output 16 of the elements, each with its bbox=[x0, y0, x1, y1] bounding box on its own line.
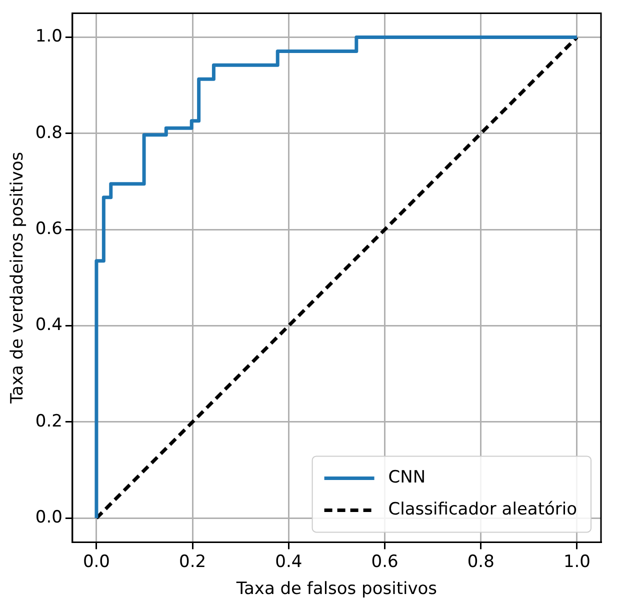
legend-label: Classificador aleatório bbox=[388, 500, 577, 520]
x-tick-label: 0.6 bbox=[371, 552, 398, 572]
y-tick-label: 1.0 bbox=[35, 26, 62, 47]
y-tick-label: 0.6 bbox=[35, 219, 62, 240]
y-axis-title: Taxa de verdadeiros positivos bbox=[8, 152, 28, 405]
x-tick-label: 0.2 bbox=[179, 552, 206, 572]
x-tick-label: 1.0 bbox=[563, 552, 590, 572]
x-axis-title: Taxa de falsos positivos bbox=[235, 579, 438, 600]
legend-label: CNN bbox=[388, 468, 426, 488]
y-tick-label: 0.4 bbox=[35, 315, 62, 336]
y-tick-label: 0.8 bbox=[35, 122, 62, 143]
x-tick-label: 0.4 bbox=[275, 552, 302, 572]
y-tick-label: 0.2 bbox=[35, 411, 62, 432]
x-tick-label: 0.0 bbox=[82, 552, 110, 572]
y-tick-label: 0.0 bbox=[35, 508, 62, 528]
x-tick-label: 0.8 bbox=[467, 552, 494, 572]
